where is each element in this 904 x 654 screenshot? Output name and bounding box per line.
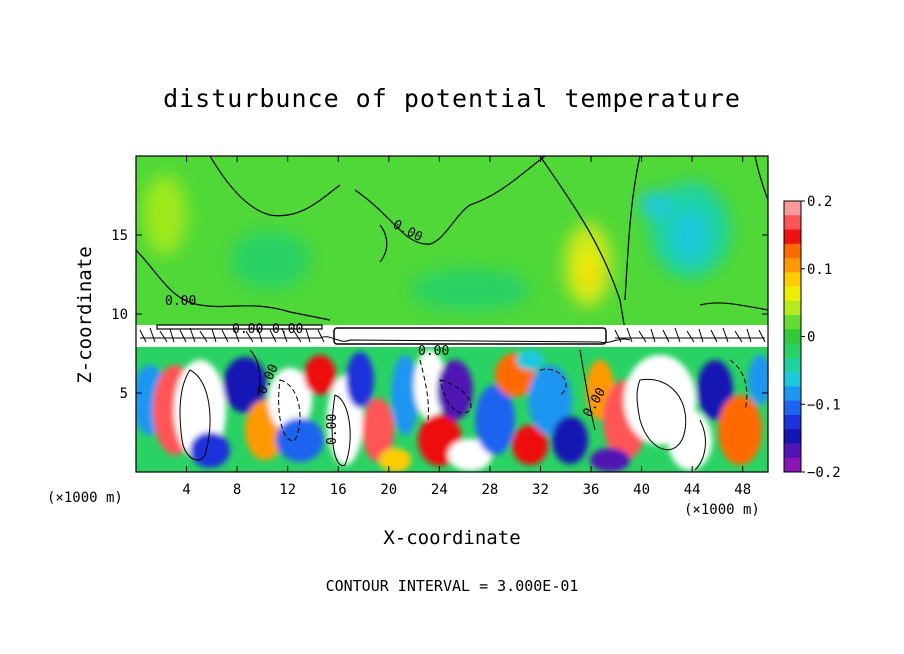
x-tick-label: 24 bbox=[431, 482, 448, 498]
colorbar-tick-label: 0.2 bbox=[807, 194, 832, 210]
colorbar-swatch bbox=[784, 343, 801, 359]
upper-blobs bbox=[143, 175, 730, 312]
contour-label: 0.00 bbox=[232, 322, 263, 337]
x-tick-label: 32 bbox=[532, 482, 549, 498]
colorbar-swatch bbox=[784, 243, 801, 259]
x-tick-label: 48 bbox=[734, 482, 751, 498]
colorbar-swatch bbox=[784, 457, 801, 473]
colorbar-swatch bbox=[784, 357, 801, 373]
x-unit-label-right: (×1000 m) bbox=[684, 502, 760, 518]
lower-contours bbox=[179, 349, 748, 471]
colorbar-swatch bbox=[784, 258, 801, 273]
colorbar-swatch bbox=[784, 386, 801, 402]
x-tick-label: 12 bbox=[279, 482, 296, 498]
colorbar-swatch bbox=[784, 229, 801, 245]
band-contour bbox=[319, 336, 631, 344]
x-tick-label: 8 bbox=[233, 482, 241, 498]
contour-label: 0.00 bbox=[325, 414, 340, 445]
colorbar-tick-label: −0.1 bbox=[807, 397, 841, 413]
colorbar-swatch bbox=[784, 372, 801, 387]
colorbar-swatch bbox=[784, 215, 801, 231]
x-tick-label: 40 bbox=[633, 482, 650, 498]
colorbar-swatch bbox=[784, 414, 801, 430]
colorbar-swatch bbox=[784, 300, 801, 316]
y-tick-label: 15 bbox=[111, 228, 128, 244]
band-hatching bbox=[139, 327, 766, 343]
lower-blobs bbox=[136, 350, 768, 472]
colorbar-swatch bbox=[784, 329, 801, 345]
colorbar-tick-label: 0.1 bbox=[807, 262, 832, 278]
x-tick-label: 44 bbox=[684, 482, 701, 498]
x-tick-label: 28 bbox=[481, 482, 498, 498]
x-tick-label: 4 bbox=[182, 482, 190, 498]
colorbar-swatch bbox=[784, 286, 801, 302]
colorbar: 0.2 0.1 0 −0.1 −0.2 bbox=[783, 194, 841, 481]
colorbar-swatch bbox=[784, 443, 801, 459]
contour-label: 0.00 bbox=[165, 294, 196, 309]
colorbar-swatch bbox=[784, 201, 801, 216]
colorbar-swatch bbox=[784, 315, 801, 330]
contour-label: 0.00 bbox=[418, 344, 449, 359]
field-layer bbox=[136, 156, 768, 472]
x-tick-label: 20 bbox=[380, 482, 397, 498]
x-axis-label: X-coordinate bbox=[383, 527, 521, 549]
y-axis-label: Z-coordinate bbox=[74, 246, 96, 384]
contour-label: 0.00 bbox=[272, 322, 303, 337]
colorbar-swatch bbox=[784, 429, 801, 444]
x-unit-label-left: (×1000 m) bbox=[47, 490, 123, 506]
colorbar-swatch bbox=[784, 272, 801, 288]
chart-title: disturbunce of potential temperature bbox=[163, 84, 741, 113]
colorbar-tick-label: −0.2 bbox=[807, 465, 841, 481]
x-tick-label: 36 bbox=[583, 482, 600, 498]
band-outline-left bbox=[156, 324, 323, 330]
y-tick-label: 10 bbox=[111, 307, 128, 323]
y-tick-label: 5 bbox=[120, 386, 128, 402]
colorbar-swatch bbox=[784, 400, 801, 416]
colorbar-tick-label: 0 bbox=[807, 330, 815, 346]
contour-interval-note: CONTOUR INTERVAL = 3.000E-01 bbox=[325, 577, 579, 595]
x-tick-label: 16 bbox=[330, 482, 347, 498]
